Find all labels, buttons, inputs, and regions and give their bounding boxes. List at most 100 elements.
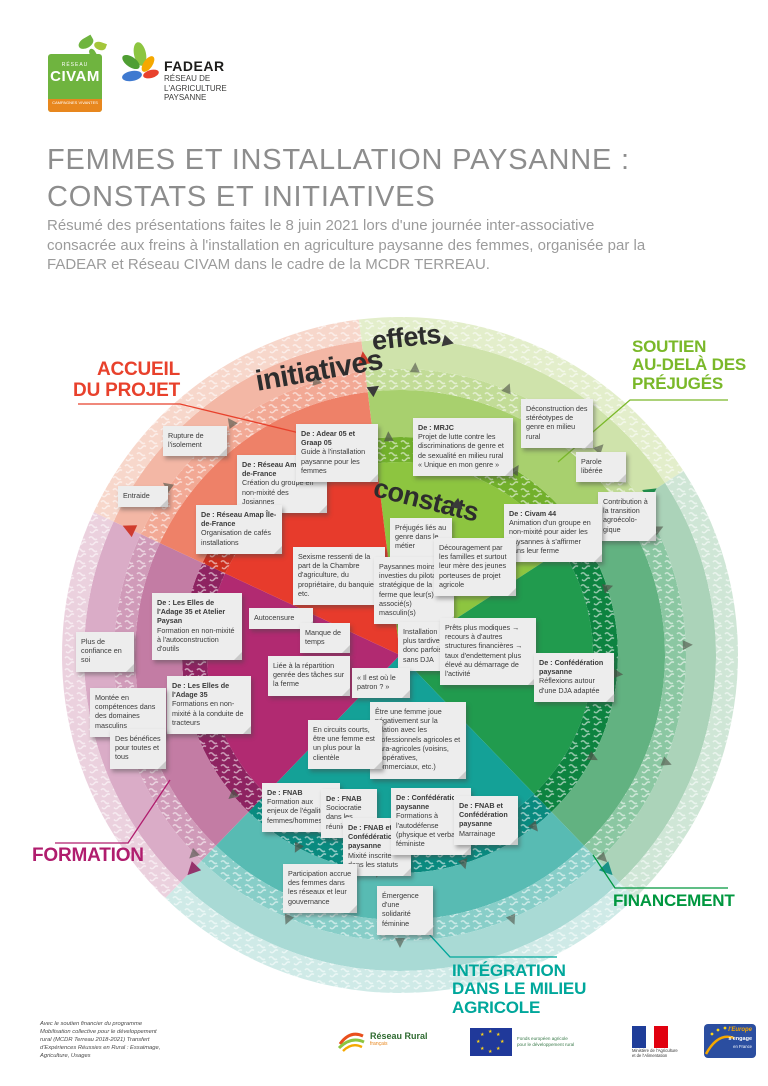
page-title-line1: FEMMES ET INSTALLATION PAYSANNE :: [47, 144, 630, 176]
callout-line-formation: [55, 779, 171, 844]
sticky-note-body: Participation accrue des femmes dans les…: [288, 869, 352, 906]
page-subtitle: Résumé des présentations faites le 8 jui…: [47, 217, 646, 273]
sticky-note-body: Entraide: [123, 491, 150, 500]
europe-label1: l'Europe: [728, 1027, 752, 1033]
eu-text-line1: Fonds européen agricole: [517, 1036, 568, 1042]
sticky-note-body: Découragement par les familles et surtou…: [439, 543, 507, 589]
ring-arrow-icon: [682, 640, 693, 651]
eu-flag-logo: ★ ★ ★ ★ ★ ★ ★ ★ Fonds européen agricole pour…: [470, 1028, 574, 1056]
europe-sengage-icon: l'Europe s'engage en France: [704, 1024, 756, 1058]
ring-arrow-icon: [189, 847, 200, 859]
sector-label-line: AU-DELÀ DES: [632, 355, 746, 375]
callout-line-financement: [592, 854, 728, 889]
sticky-note-body: Contribution à la transition agroécolo-g…: [603, 497, 648, 534]
ring-arrow-icon: [527, 820, 538, 832]
sticky-note-body: Prêts plus modiques → recours à d'autres…: [445, 623, 523, 679]
sticky-note: Être une femme joue négativement sur la …: [370, 702, 466, 779]
sticky-note-body: Projet de lutte contre les discriminatio…: [418, 432, 504, 469]
sector-label-financement: FINANCEMENT: [613, 891, 763, 910]
europe-label2: s'engage: [728, 1036, 752, 1042]
ring-arrow-icon: [162, 482, 174, 493]
sticky-note: En circuits courts, être une femme est u…: [308, 720, 382, 769]
sticky-note: De : Confédération paysanne Réflexions a…: [534, 653, 614, 702]
sticky-note: De : MRJC Projet de lutte contre les dis…: [413, 418, 513, 477]
sticky-note: Liée à la répartition genrée des tâches …: [268, 656, 350, 696]
fadear-text: FADEAR RÉSEAU DE L'AGRICULTURE PAYSANNE: [164, 58, 227, 103]
sticky-note-body: Parole libérée: [581, 457, 603, 476]
europe-sengage-logo: l'Europe s'engage en France: [704, 1024, 756, 1058]
ring-arrow-icon: [457, 858, 468, 870]
sector-label-line: AGRICOLE: [452, 997, 541, 1017]
ring-arrow-icon: [409, 362, 420, 373]
sticky-note-source: De : FNAB: [267, 788, 303, 797]
leaf-icon: [92, 40, 108, 52]
sticky-note: De : FNAB et Confédération paysanne Marr…: [454, 796, 518, 845]
sticky-note: De : Civam 44 Animation d'un groupe en n…: [504, 504, 602, 563]
sticky-note: Entraide: [118, 486, 168, 508]
page-title-line2: CONSTATS ET INITIATIVES: [47, 181, 436, 214]
ring-arrow-icon: [598, 861, 613, 876]
sticky-note-body: Manque de temps: [305, 628, 341, 647]
sticky-note-body: Guide à l'installation paysanne pour les…: [301, 447, 366, 475]
sticky-note-source: De : Adear 05 et Graap 05: [301, 429, 356, 448]
sticky-note: Découragement par les familles et surtou…: [434, 538, 516, 597]
reseau-rural-sub-label: français: [370, 1041, 388, 1047]
french-flag-icon: [632, 1026, 668, 1048]
sticky-note-body: Installation plus tardive donc parfois s…: [403, 627, 443, 664]
ring-arrow-icon: [612, 668, 624, 679]
civam-logo-box: RÉSEAU CIVAM CAMPAGNES VIVANTES: [48, 54, 102, 112]
sticky-note-body: Être une femme joue négativement sur la …: [375, 707, 461, 772]
sticky-note: De : Adear 05 et Graap 05 Guide à l'inst…: [296, 424, 378, 483]
sticky-note-source: De : Civam 44: [509, 509, 557, 518]
ring-arrow-icon: [505, 913, 516, 925]
ring-arrow-icon: [586, 751, 598, 761]
sticky-note-source: De : Les Elles de l'Adage 35 et Atelier …: [157, 598, 226, 626]
sticky-note-body: Liée à la répartition genrée des tâches …: [273, 661, 345, 689]
sticky-note-source: De : Réseau Amap Île-de-France: [201, 510, 277, 529]
ring-arrow-icon: [509, 465, 519, 477]
civam-name-label: CIVAM: [50, 68, 100, 85]
sector-label-line: INTÉGRATION: [452, 961, 566, 980]
sticky-note: Des bénéfices pour toutes et tous: [110, 729, 166, 769]
ministry-line1: Ministère de l'Agriculture: [632, 1048, 678, 1053]
sticky-note-source: De : Les Elles de l'Adage 35: [172, 681, 230, 700]
sticky-note-body: Paysannes moins investies du pilotage st…: [379, 562, 445, 618]
sector-label-integration: INTÉGRATION DANS LE MILIEU AGRICOLE: [452, 961, 612, 1017]
europe-label3: en France: [733, 1044, 752, 1049]
sticky-note: De : Les Elles de l'Adage 35 Formations …: [167, 676, 251, 735]
ring-arrow-icon: [357, 351, 371, 365]
fadear-logo: FADEAR RÉSEAU DE L'AGRICULTURE PAYSANNE: [120, 40, 280, 120]
sector-label-line: ACCUEIL: [96, 359, 180, 380]
sticky-note: Manque de temps: [300, 623, 350, 654]
sector-label-line: SOUTIEN: [632, 337, 707, 356]
reseau-rural-label: Réseau Rural: [370, 1031, 428, 1041]
sticky-note-body: Montée en compétences dans des domaines …: [95, 693, 156, 730]
ring-arrow-icon: [395, 938, 405, 948]
ring-arrow-icon: [227, 417, 238, 429]
ring-arrow-icon: [312, 374, 323, 386]
reseau-rural-swirl-icon: [337, 1032, 365, 1052]
sticky-note-body: Plus de confiance en soi: [81, 637, 122, 665]
sector-label-line: DANS LE MILIEU: [452, 979, 587, 999]
sticky-note-body: Des bénéfices pour toutes et tous: [115, 734, 161, 762]
sticky-note-body: Déconstruction des stéréotypes de genre …: [526, 404, 588, 441]
callout-line-accueil: [78, 403, 321, 439]
sector-label-soutien: SOUTIEN AU-DELÀ DES PRÉJUGÉS: [632, 337, 762, 393]
europe-swirl-icon: [704, 1026, 735, 1055]
ring-arrow-icon: [660, 756, 672, 766]
sticky-note-body: Animation d'un groupe en non-mixité pour…: [509, 518, 591, 555]
sticky-note-body: Sexisme ressenti de la part de la Chambr…: [298, 552, 378, 598]
sticky-note-body: Formations à l'autodéfense (physique et …: [396, 811, 464, 849]
sticky-note: Déconstruction des stéréotypes de genre …: [521, 399, 593, 448]
sector-label-line: FINANCEMENT: [613, 891, 735, 910]
sticky-note-source: De : Réseau Amap Île-de-France: [242, 460, 318, 479]
reseau-rural-logo: Réseau Rural français: [336, 1026, 428, 1052]
sticky-note-body: Mixité inscrite dans les statuts: [348, 850, 398, 869]
sticky-note-body: Sociocratie dans les réunions: [326, 803, 362, 831]
ring-arrow-icon: [284, 913, 295, 925]
sticky-note: Rupture de l'isolement: [163, 426, 227, 457]
sticky-note-body: Autocensure: [254, 613, 295, 622]
sticky-note: Prêts plus modiques → recours à d'autres…: [440, 618, 536, 686]
ring-arrow-icon: [294, 841, 304, 853]
